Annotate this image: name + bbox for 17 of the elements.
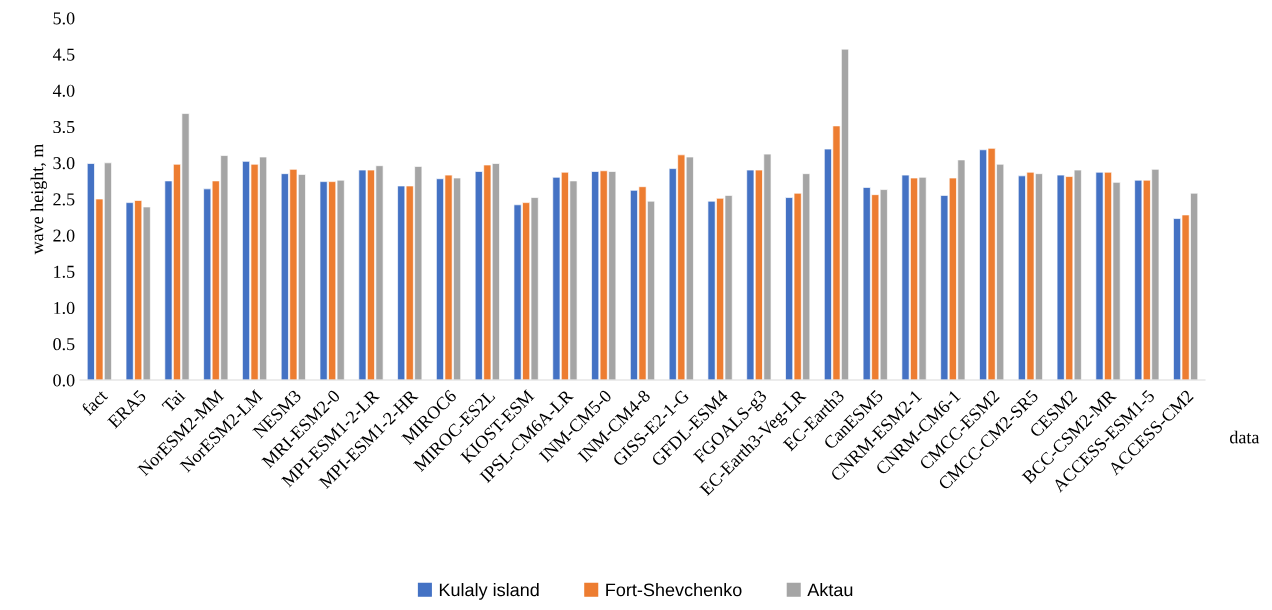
y-tick-label: 4.5 [52,48,75,61]
y-tick-label: 3.5 [53,120,75,134]
y-tick-label: 0.5 [53,338,75,351]
y-axis-title: wave height, m [30,143,48,255]
x-tick-label: fact [80,388,109,417]
y-tick-label: 2.0 [53,229,75,242]
y-tick-label: 1.5 [54,265,75,278]
y-tick-label: 3.0 [53,157,75,170]
x-axis-title: data [1229,430,1260,444]
y-tick-label: 1.0 [54,301,75,315]
y-tick-label: 5.0 [53,12,75,25]
y-tick-label: 0.0 [53,374,75,387]
y-tick-label: 4.0 [52,84,75,97]
legend-label: Fort-Shevchenko [606,583,742,597]
legend-label: Kulaly island [439,583,539,600]
legend-label: Aktau [807,583,853,597]
y-tick-label: 2.5 [53,193,75,206]
